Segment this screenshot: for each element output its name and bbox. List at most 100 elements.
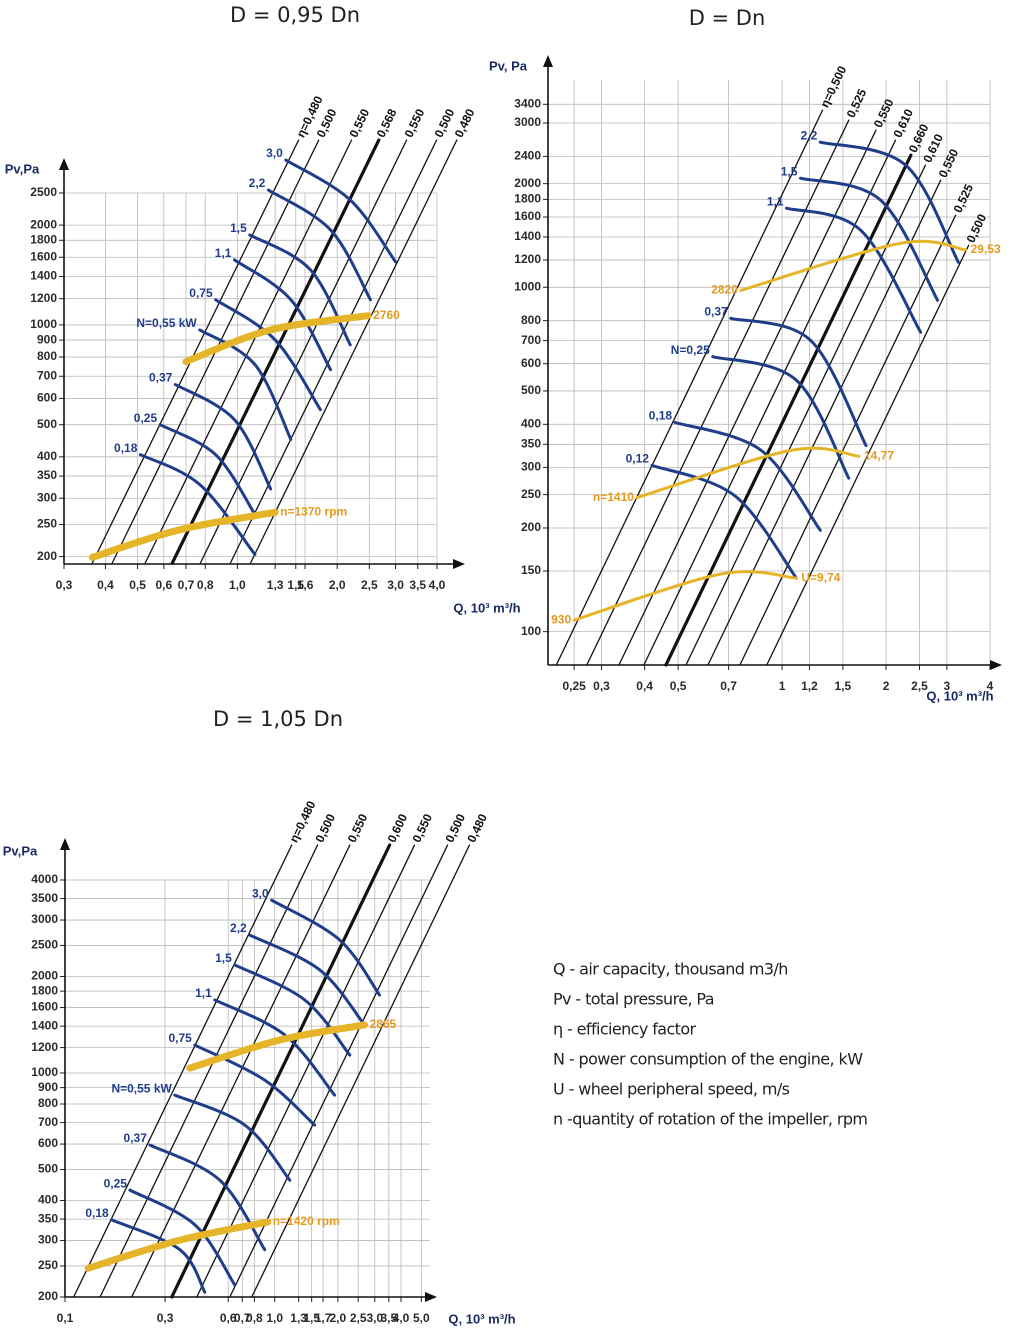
power-curve: [266, 188, 372, 302]
x-tick-label: 1,5: [287, 578, 304, 592]
power-label: 2,2: [801, 128, 818, 142]
y-tick-label: 600: [37, 391, 57, 405]
efficiency-label: η=0,500: [818, 63, 850, 109]
x-tick-label: 1,0: [266, 1311, 283, 1325]
x-tick-label: 1: [779, 679, 786, 693]
y-axis-label: Pv,Pa: [5, 161, 40, 176]
efficiency-label: 0,500: [964, 211, 990, 244]
y-tick-label: 4000: [31, 872, 58, 886]
y-tick-label: 1200: [30, 291, 57, 305]
power-label: 1,5: [781, 164, 798, 178]
x-tick-label: 0,7: [234, 1311, 251, 1325]
efficiency-line: [91, 139, 300, 564]
x-tick-label: 2: [883, 679, 890, 693]
x-tick-label: 0,25: [562, 679, 586, 693]
x-tick-label: 1,6: [297, 578, 314, 592]
power-label: 0,18: [85, 1206, 109, 1220]
efficiency-label: 0,525: [951, 181, 977, 214]
y-tick-label: 1000: [514, 279, 541, 293]
y-tick-label: 800: [521, 313, 541, 327]
x-tick-label: 2,5: [350, 1311, 367, 1325]
speed-label: 2760: [373, 308, 400, 322]
note: η - efficiency factor: [553, 1020, 697, 1039]
x-tick-label: 0,8: [197, 578, 214, 592]
efficiency-line: [131, 844, 351, 1298]
speed-label: 2820: [711, 282, 738, 296]
efficiency-line: [685, 164, 927, 666]
efficiency-line: [73, 844, 293, 1298]
y-tick-label: 700: [38, 1115, 58, 1129]
x-axis-arrow: [990, 660, 1002, 670]
x-tick-label: 2,0: [330, 1311, 347, 1325]
efficiency-line: [739, 214, 957, 666]
y-tick-label: 250: [37, 517, 57, 531]
x-axis-arrow: [453, 559, 465, 569]
efficiency-label: 0,480: [452, 106, 478, 139]
power-curve: [128, 1188, 237, 1287]
x-tick-label: 4: [987, 679, 994, 693]
y-tick-label: 500: [521, 383, 541, 397]
y-axis-arrow: [59, 158, 69, 170]
note: U - wheel peripheral speed, m/s: [553, 1080, 790, 1099]
x-tick-label: 0,5: [670, 679, 687, 693]
y-tick-label: 300: [37, 490, 57, 504]
power-curve: [158, 423, 257, 516]
y-tick-label: 1800: [31, 983, 58, 997]
power-label: 1,5: [215, 951, 232, 965]
x-tick-label: 4,0: [393, 1311, 410, 1325]
x-tick-label: 0,1: [57, 1311, 74, 1325]
y-tick-label: 500: [38, 1162, 58, 1176]
power-curve: [711, 355, 851, 480]
y-tick-label: 2500: [31, 938, 58, 952]
power-curve: [232, 258, 333, 372]
efficiency-line: [144, 139, 353, 564]
power-curve: [650, 463, 798, 580]
efficiency-label: 0,550: [871, 96, 897, 129]
power-curve: [193, 1043, 317, 1127]
efficiency-line: [618, 129, 877, 666]
x-tick-label: 0,7: [178, 578, 195, 592]
x-tick-label: 0,3: [56, 578, 73, 592]
y-tick-label: 500: [37, 417, 57, 431]
y-tick-label: 1800: [514, 192, 541, 206]
efficiency-label: 0,550: [345, 811, 371, 844]
power-label: 3,0: [266, 146, 283, 160]
note: Pv - total pressure, Pa: [553, 990, 714, 1009]
y-tick-label: 1400: [514, 229, 541, 243]
y-tick-label: 250: [521, 487, 541, 501]
speed-label: 14,77: [864, 448, 894, 462]
efficiency-label: 0,550: [402, 106, 428, 139]
speed-curve: [739, 239, 968, 292]
power-label: 0,18: [649, 409, 673, 423]
x-tick-label: 0,6: [220, 1311, 237, 1325]
speed-label: n=1410: [593, 490, 634, 504]
x-tick-label: 0,4: [97, 578, 114, 592]
power-curve: [173, 1093, 292, 1182]
power-curve: [110, 1218, 207, 1294]
y-tick-label: 700: [37, 368, 57, 382]
x-tick-label: 0,7: [720, 679, 737, 693]
power-curve: [818, 140, 960, 264]
speed-curve: [182, 312, 372, 366]
x-tick-label: 1,2: [801, 679, 818, 693]
x-tick-label: 5,0: [413, 1311, 430, 1325]
power-curve: [148, 1143, 267, 1252]
x-tick-label: 2,5: [911, 679, 928, 693]
y-tick-label: 200: [37, 549, 57, 563]
power-curve: [798, 176, 940, 302]
power-curve: [198, 328, 293, 442]
y-tick-label: 900: [38, 1080, 58, 1094]
speed-curve: [88, 508, 279, 561]
x-tick-label: 0,8: [246, 1311, 263, 1325]
power-label: 0,75: [189, 286, 213, 300]
y-tick-label: 3000: [31, 912, 58, 926]
efficiency-label: 0,550: [409, 811, 435, 844]
y-tick-label: 2000: [30, 217, 57, 231]
x-tick-label: 0,5: [129, 578, 146, 592]
x-tick-label: 3: [944, 679, 951, 693]
x-tick-label: 1,5: [303, 1311, 320, 1325]
y-tick-label: 1800: [30, 232, 57, 246]
power-curve: [785, 206, 923, 334]
power-label: 0,75: [168, 1031, 192, 1045]
